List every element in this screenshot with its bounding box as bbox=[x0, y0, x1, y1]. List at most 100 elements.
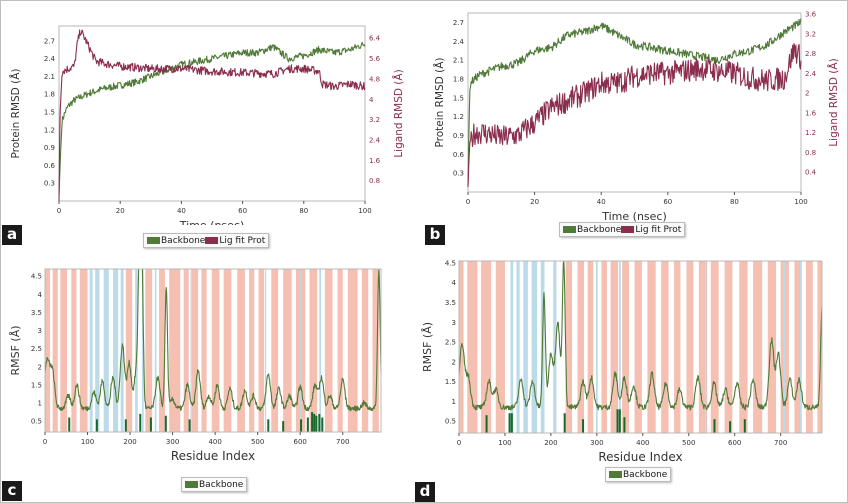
strand-region bbox=[516, 261, 520, 433]
y-tick-label: 1.5 bbox=[31, 381, 42, 389]
x-tick-label: 100 bbox=[81, 438, 94, 446]
y2-axis-label: Ligand RMSD (Å) bbox=[392, 69, 405, 157]
legend-backbone-swatch bbox=[185, 481, 198, 488]
strand-region bbox=[799, 261, 802, 433]
helix-region bbox=[201, 269, 207, 432]
panel-b-label: b bbox=[425, 225, 445, 245]
helix-region bbox=[495, 261, 505, 433]
helix-region bbox=[309, 269, 318, 432]
helix-region bbox=[361, 269, 369, 432]
helix-region bbox=[191, 269, 199, 432]
plot-area bbox=[467, 12, 802, 193]
y2-tick-label: 3.2 bbox=[369, 116, 380, 124]
x-tick-label: 300 bbox=[166, 438, 179, 446]
panel-a-label: a bbox=[2, 225, 22, 245]
y2-tick-label: 3.2 bbox=[805, 30, 816, 38]
series-line-backbone bbox=[458, 260, 823, 411]
y-tick-label: 4 bbox=[38, 291, 43, 299]
x-tick-label: 200 bbox=[123, 438, 136, 446]
y-tick-label: 0.6 bbox=[453, 151, 465, 159]
x-tick-label: 500 bbox=[682, 439, 695, 447]
strand-region bbox=[300, 269, 302, 432]
strand-region bbox=[553, 261, 557, 433]
chart-panel-a: 0 20 40 60 80 100 0.3 0.6 0.9 1.2 1.5 1.8 2.1 2.4 2.7 0… bbox=[9, 25, 405, 225]
helix-region bbox=[183, 269, 189, 432]
legend-backbone-swatch bbox=[147, 237, 160, 244]
helix-region bbox=[587, 261, 594, 433]
strand-region bbox=[154, 269, 157, 432]
y2-tick-label: 4.8 bbox=[369, 75, 380, 83]
y-tick-label: 4 bbox=[452, 279, 457, 287]
x-tick-label: 0 bbox=[43, 438, 47, 446]
y-tick-label: 3 bbox=[452, 319, 456, 327]
y2-tick-label: 1.6 bbox=[805, 109, 817, 117]
y-tick-label: 4.5 bbox=[31, 273, 42, 281]
legend-backbone-label: Backbone bbox=[623, 469, 668, 480]
y2-tick-label: 0.8 bbox=[369, 177, 380, 185]
y-tick-label: 2.7 bbox=[44, 37, 55, 45]
y-tick-label: 2 bbox=[452, 358, 456, 366]
series-line-ligand bbox=[58, 29, 366, 202]
strand-region bbox=[141, 269, 144, 432]
y2-axis-label: Ligand RMSD (Å) bbox=[827, 58, 840, 146]
helix-region bbox=[634, 261, 642, 433]
legend-backbone-swatch bbox=[609, 471, 622, 478]
helix-region bbox=[337, 269, 343, 432]
strand-region bbox=[523, 261, 528, 433]
legend-panel-b: Backbone Lig fit Prot bbox=[559, 222, 686, 237]
x-axis-label: Time (nsec) bbox=[179, 219, 245, 225]
y-tick-label: 1.5 bbox=[445, 378, 456, 386]
y-tick-label: 1.5 bbox=[453, 94, 464, 102]
y-tick-label: 2.5 bbox=[31, 345, 42, 353]
helix-region bbox=[601, 261, 607, 433]
y-tick-label: 1.8 bbox=[44, 91, 55, 99]
y-tick-label: 0.3 bbox=[44, 180, 55, 188]
y2-tick-label: 2.4 bbox=[369, 136, 381, 144]
strand-region bbox=[103, 269, 109, 432]
strand-region bbox=[319, 269, 322, 432]
helix-region bbox=[481, 261, 492, 433]
helix-region bbox=[158, 269, 165, 432]
helix-region bbox=[674, 261, 681, 433]
series-line-ligand bbox=[467, 43, 802, 188]
panel-d-label: d bbox=[415, 482, 435, 502]
helix-region bbox=[739, 261, 748, 433]
helix-region bbox=[79, 269, 88, 432]
y-tick-label: 2.5 bbox=[445, 339, 456, 347]
chart-panel-d: 0 100 200 300 400 500 600 700 0.5 1 1.5 2 2.5 3 3.5 4 4.… bbox=[421, 259, 823, 464]
x-axis-label: Time (nsec) bbox=[601, 210, 667, 223]
helix-region bbox=[767, 261, 777, 433]
x-tick-label: 600 bbox=[728, 439, 741, 447]
x-tick-label: 0 bbox=[57, 207, 61, 215]
y2-tick-label: 1.2 bbox=[805, 129, 816, 137]
x-tick-label: 80 bbox=[730, 198, 739, 206]
x-axis-label: Residue Index bbox=[598, 450, 682, 464]
x-tick-label: 400 bbox=[208, 438, 221, 446]
y-axis-label: RMSF (Å) bbox=[9, 325, 22, 375]
plot-frame bbox=[458, 260, 823, 434]
y-axis-label: Protein RMSD (Å) bbox=[9, 69, 22, 159]
strand-region bbox=[89, 269, 93, 432]
y-tick-label: 3.5 bbox=[31, 309, 42, 317]
y2-tick-label: 2.4 bbox=[805, 70, 817, 78]
y-axis-label: Protein RMSD (Å) bbox=[433, 58, 446, 148]
y-tick-label: 1.5 bbox=[44, 109, 55, 117]
helix-region bbox=[258, 269, 265, 432]
helix-region bbox=[622, 261, 630, 433]
x-tick-label: 100 bbox=[358, 207, 371, 215]
strand-region bbox=[531, 261, 538, 433]
helix-region bbox=[52, 269, 58, 432]
x-tick-label: 200 bbox=[544, 439, 557, 447]
y-tick-label: 2.4 bbox=[44, 55, 56, 63]
x-axis-label: Residue Index bbox=[171, 449, 255, 463]
x-tick-label: 100 bbox=[794, 198, 807, 206]
helix-region bbox=[565, 261, 573, 433]
y-tick-label: 3 bbox=[38, 327, 42, 335]
y-tick-label: 1 bbox=[38, 400, 42, 408]
legend-backbone-label: Backbone bbox=[577, 224, 622, 235]
x-tick-label: 60 bbox=[238, 207, 247, 215]
y-axis-label: RMSF (Å) bbox=[421, 322, 434, 372]
y2-tick-label: 4 bbox=[369, 96, 374, 104]
helix-region bbox=[324, 269, 333, 432]
